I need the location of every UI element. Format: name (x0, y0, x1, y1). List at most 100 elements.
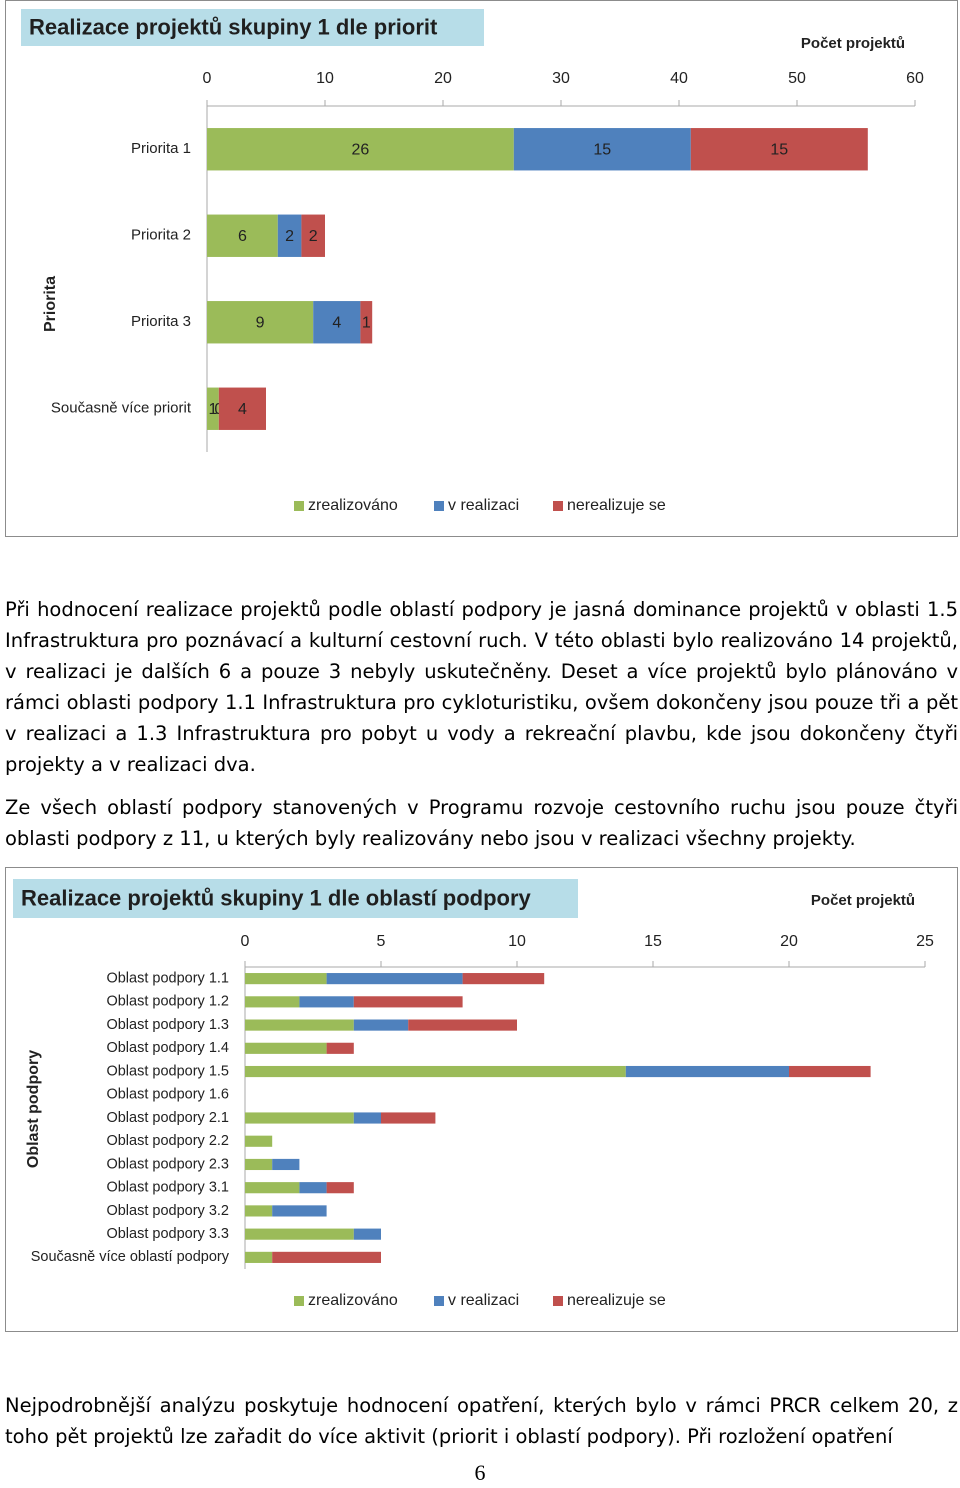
title-background (21, 9, 484, 46)
bar-segment (245, 1228, 354, 1240)
bar-segment (408, 1019, 517, 1031)
paragraph: Ze všech oblastí podpory stanovených v P… (5, 796, 958, 850)
y-tick-label: Oblast podpory 1.6 (106, 1087, 229, 1103)
bar-segment (313, 301, 361, 344)
legend-label: v realizaci (448, 1292, 519, 1309)
y-tick-label: Oblast podpory 2.2 (106, 1133, 229, 1149)
bar-segment (326, 1042, 354, 1054)
y-tick-label: Oblast podpory 1.5 (106, 1063, 229, 1079)
y-tick-label: Oblast podpory 3.2 (106, 1203, 229, 1219)
bar-segment (272, 1251, 381, 1263)
bar-segment (462, 973, 545, 985)
bar-segment (245, 1158, 273, 1171)
bar-segment (381, 1112, 436, 1124)
data-label: 1 (362, 314, 371, 331)
bar-segment (207, 128, 514, 171)
bar-segment (245, 1182, 300, 1194)
y-axis-label: Priorita (42, 276, 59, 332)
y-tick-label: Priorita 3 (131, 313, 191, 330)
chart-title: Realizace projektů skupiny 1 dle oblastí… (21, 885, 532, 910)
bar-segment (353, 996, 463, 1008)
bar-segment (245, 973, 327, 985)
x-tick-label: 40 (670, 70, 688, 87)
legend-swatch (294, 1296, 304, 1306)
paragraph: Při hodnocení realizace projektů podle o… (5, 598, 958, 776)
chart: Realizace projektů skupiny 1 dle oblastí… (5, 867, 958, 1332)
bar-segment (207, 387, 219, 430)
data-label: 2 (285, 228, 294, 245)
bar-segment (513, 128, 691, 171)
bar-segment (326, 1182, 354, 1194)
data-label: 1 (208, 401, 217, 418)
y-tick-label: Priorita 1 (131, 140, 191, 157)
bar-segment (353, 1019, 409, 1031)
y-tick-label: Současně více oblastí podpory (31, 1249, 230, 1265)
x-tick-label: 50 (788, 70, 806, 87)
bar-segment (272, 1158, 300, 1171)
bar-segment (299, 996, 354, 1008)
bar-segment (245, 1135, 273, 1147)
bar-segment (207, 214, 278, 257)
x-tick-label: 10 (316, 70, 334, 87)
x-tick-label: 0 (241, 933, 250, 950)
legend-label: zrealizováno (308, 1292, 398, 1309)
x-tick-label: 0 (203, 70, 212, 87)
y-tick-label: Současně více priorit (51, 400, 192, 417)
bar-segment (245, 1065, 626, 1078)
data-label: 26 (352, 141, 370, 158)
chart: Realizace projektů skupiny 1 dle priorit… (5, 0, 958, 537)
y-tick-label: Oblast podpory 1.2 (106, 994, 229, 1010)
legend-label: nerealizuje se (567, 497, 666, 514)
x-axis-label: Počet projektů (811, 892, 915, 909)
y-tick-label: Oblast podpory 2.3 (106, 1156, 229, 1172)
bar-segment (625, 1065, 789, 1078)
paragraph: Nejpodrobnější analýzu poskytuje hodnoce… (5, 1394, 958, 1448)
x-tick-label: 15 (644, 933, 662, 950)
legend-swatch (294, 501, 304, 511)
y-tick-label: Oblast podpory 1.1 (106, 970, 229, 986)
data-label: 6 (238, 228, 247, 245)
x-tick-label: 20 (780, 933, 798, 950)
data-label: 2 (309, 228, 318, 245)
x-axis-label: Počet projektů (801, 35, 905, 52)
bar-segment (218, 387, 266, 430)
bar-segment (245, 1112, 354, 1124)
x-tick-label: 20 (434, 70, 452, 87)
legend-swatch (434, 501, 444, 511)
legend-label: v realizaci (448, 497, 519, 514)
bar-segment (789, 1065, 871, 1078)
legend-swatch (434, 1296, 444, 1306)
bar-segment (690, 128, 868, 171)
y-tick-label: Oblast podpory 1.4 (106, 1040, 229, 1056)
bar-segment (245, 1251, 273, 1263)
y-tick-label: Oblast podpory 1.3 (106, 1017, 229, 1033)
bar-segment (245, 1205, 273, 1217)
x-tick-label: 10 (508, 933, 526, 950)
y-tick-label: Oblast podpory 3.3 (106, 1226, 229, 1242)
bar-segment (245, 1019, 354, 1031)
data-label: 4 (238, 401, 247, 418)
bar-segment (245, 996, 300, 1008)
bar-segment (299, 1182, 327, 1194)
bar-segment (245, 1042, 327, 1054)
x-tick-label: 5 (377, 933, 386, 950)
y-tick-label: Priorita 2 (131, 227, 191, 244)
data-label: 9 (256, 314, 265, 331)
bar-segment (360, 301, 373, 344)
data-label: 15 (770, 141, 788, 158)
title-background (13, 879, 578, 918)
legend-label: zrealizováno (308, 497, 398, 514)
bar-segment (301, 214, 325, 257)
bar-segment (353, 1112, 381, 1124)
data-label: 15 (593, 141, 611, 158)
bar-segment (272, 1205, 327, 1217)
x-tick-label: 30 (552, 70, 570, 87)
bar-segment (277, 214, 302, 257)
chart-title: Realizace projektů skupiny 1 dle priorit (29, 14, 438, 39)
x-tick-label: 60 (906, 70, 924, 87)
y-tick-label: Oblast podpory 2.1 (106, 1110, 229, 1126)
x-tick-label: 25 (916, 933, 934, 950)
y-tick-label: Oblast podpory 3.1 (106, 1180, 229, 1196)
bar-segment (207, 301, 314, 344)
